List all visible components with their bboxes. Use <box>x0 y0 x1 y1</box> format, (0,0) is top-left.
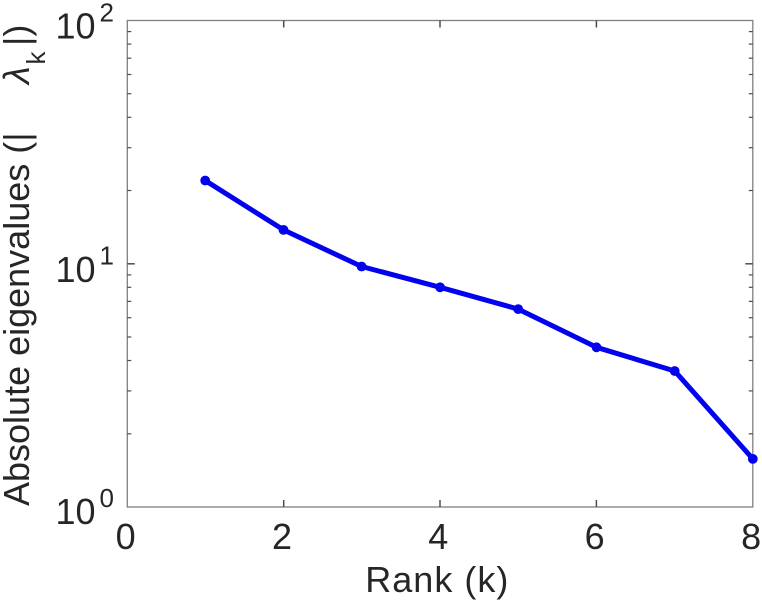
svg-text:4: 4 <box>428 516 448 557</box>
svg-text:|): |) <box>0 25 37 46</box>
svg-text:10: 10 <box>55 249 95 290</box>
svg-text:0: 0 <box>116 516 136 557</box>
svg-text:2: 2 <box>272 516 292 557</box>
svg-text:6: 6 <box>585 516 605 557</box>
svg-text:Absolute eigenvalues (|: Absolute eigenvalues (| <box>0 132 37 506</box>
svg-text:8: 8 <box>741 516 761 557</box>
svg-text:λ: λ <box>0 66 37 86</box>
svg-text:10: 10 <box>55 6 95 47</box>
svg-text:0: 0 <box>100 483 114 513</box>
svg-text:2: 2 <box>100 0 114 27</box>
svg-text:Rank (k): Rank (k) <box>365 559 509 600</box>
svg-text:1: 1 <box>100 241 114 271</box>
svg-text:k: k <box>21 51 51 65</box>
svg-text:10: 10 <box>55 491 95 532</box>
